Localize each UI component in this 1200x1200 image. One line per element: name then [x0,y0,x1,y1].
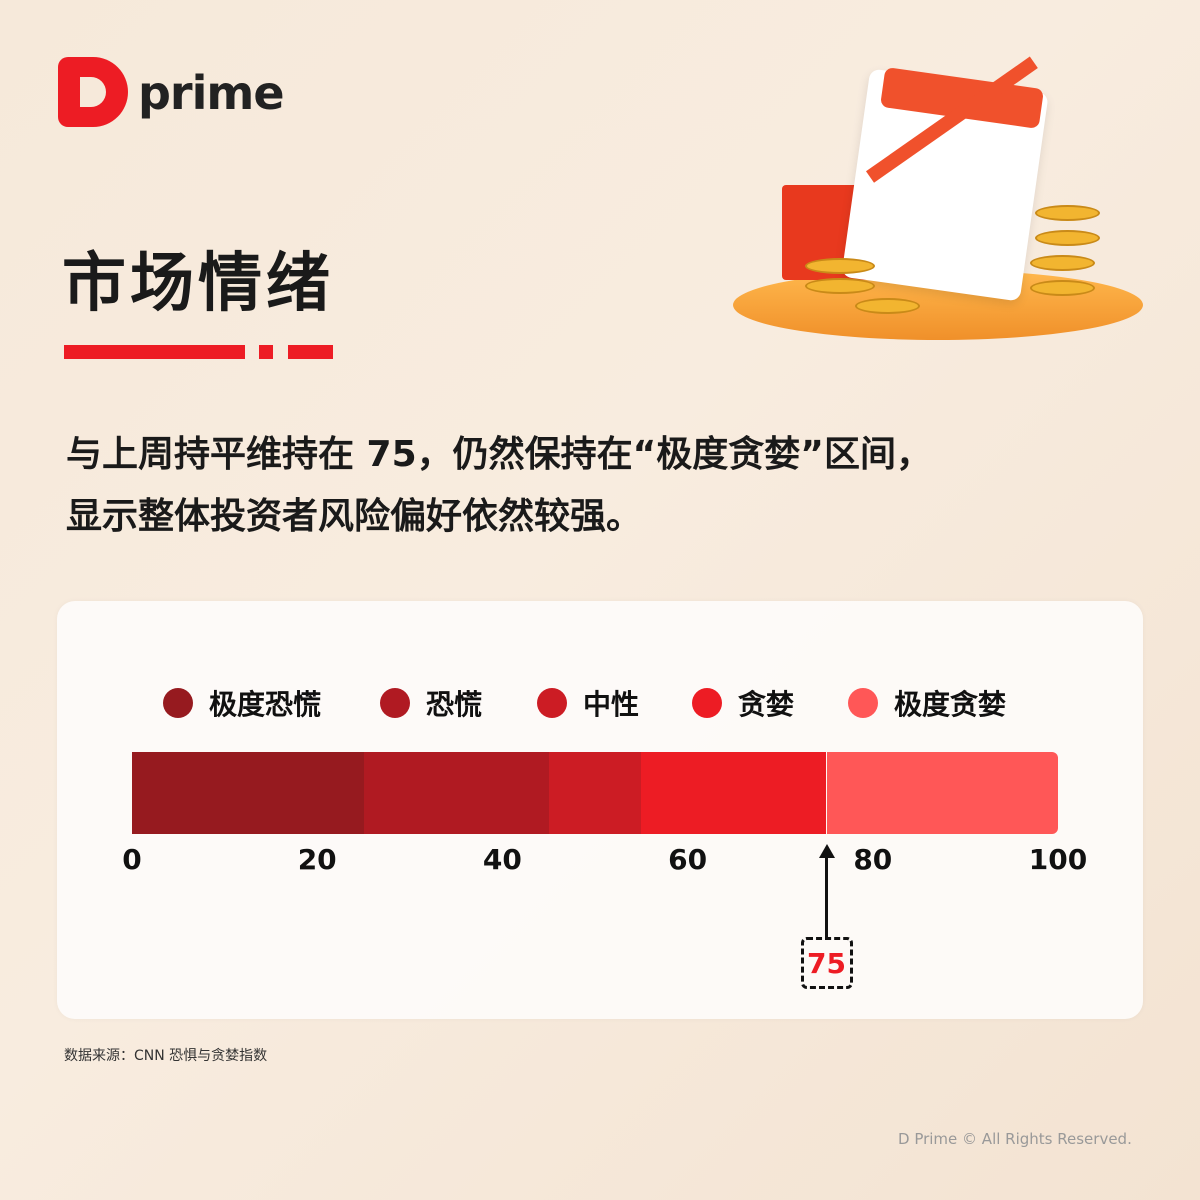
legend-item: 中性 [537,683,639,723]
description: 与上周持平维持在 75，仍然保持在“极度贪婪”区间， 显示整体投资者风险偏好依然… [66,424,1066,548]
legend-label: 恐慌 [426,688,483,721]
description-line: 与上周持平维持在 75，仍然保持在“极度贪婪”区间， [66,434,932,475]
legend-item: 贪婪 [692,683,794,723]
tick-label: 60 [668,843,708,876]
tick-label: 20 [297,843,337,876]
legend-item: 恐慌 [380,683,482,723]
logo-text: prime [138,66,285,120]
legend-label: 贪婪 [738,688,795,721]
page-title: 市场情绪 [62,247,334,321]
title-underline-dot [259,345,273,359]
coin-icon [805,278,875,294]
title-underline [64,345,245,359]
legend-item: 极度贪婪 [848,683,1006,723]
gauge-segment [548,752,642,834]
coin-icon [1030,255,1095,271]
legend-label: 极度恐慌 [209,688,322,721]
coin-icon [855,298,920,314]
legend-dot-icon [692,688,722,718]
pointer-line [825,852,828,940]
gauge-segment [132,752,364,834]
legend-dot-icon [848,688,878,718]
legend-dot-icon [380,688,410,718]
legend-item: 极度恐慌 [163,683,321,723]
gauge-segment [641,752,827,834]
data-source: 数据来源：CNN 恐惧与贪婪指数 [64,1048,268,1064]
gauge-segment [363,752,549,834]
legend-label: 极度贪婪 [894,688,1007,721]
tick-label: 80 [853,843,893,876]
coin-icon [1035,230,1100,246]
current-value-label: 75 [800,937,853,989]
tick-label: 40 [482,843,522,876]
coin-icon [1030,280,1095,296]
logo-mark [58,57,128,127]
copyright: D Prime © All Rights Reserved. [898,1130,1132,1148]
legend-dot-icon [163,688,193,718]
title-underline-dash [288,345,333,359]
tick-label: 0 [122,843,142,876]
legend-dot-icon [537,688,567,718]
coin-icon [1035,205,1100,221]
legend-label: 中性 [583,688,640,721]
pointer-arrow-icon [818,844,835,858]
coin-icon [805,258,875,274]
tick-label: 100 [1028,843,1088,876]
description-line: 显示整体投资者风险偏好依然较强。 [66,496,643,537]
gauge-segment [826,752,1058,834]
